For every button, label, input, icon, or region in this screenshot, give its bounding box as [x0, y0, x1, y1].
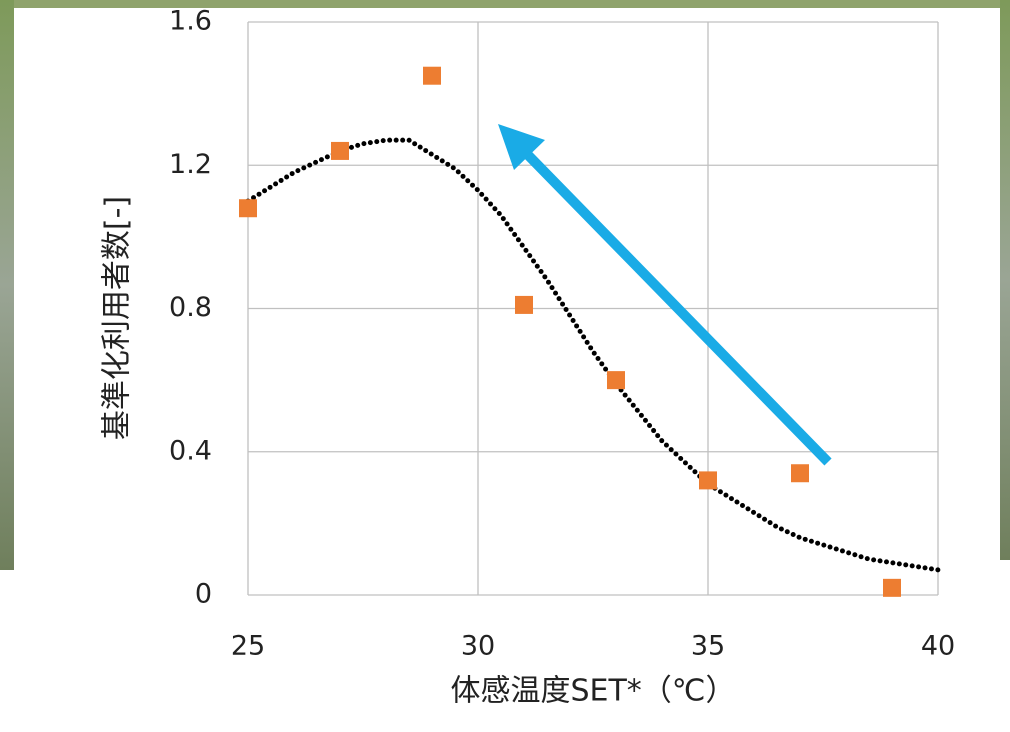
- page: 0 0.4 0.8 1.2 1.6 25 30 35 40 体感温度SET*（℃） 基準化利用者…: [0, 0, 1010, 728]
- data-point: [423, 67, 441, 85]
- x-tick-label: 35: [691, 631, 725, 662]
- background-photo: [14, 0, 1000, 8]
- data-point: [699, 471, 717, 489]
- x-tick-label: 30: [461, 631, 495, 662]
- y-tick-label: 1.2: [169, 149, 212, 180]
- data-point: [883, 579, 901, 597]
- y-tick-label: 0: [195, 579, 212, 610]
- x-tick-label: 40: [921, 631, 955, 662]
- y-tick-label: 0.4: [169, 435, 212, 466]
- data-point: [515, 296, 533, 314]
- x-axis-label: 体感温度SET*（℃）: [450, 674, 735, 709]
- data-point: [239, 199, 257, 217]
- y-axis-label: 基準化利用者数[-]: [100, 196, 135, 440]
- background-photo: [0, 0, 14, 570]
- data-point: [791, 464, 809, 482]
- data-point: [607, 371, 625, 389]
- y-tick-label: 0.8: [169, 292, 212, 323]
- y-tick-label: 1.6: [169, 6, 212, 37]
- background-photo: [1000, 0, 1010, 560]
- data-point: [331, 142, 349, 160]
- x-tick-label: 25: [231, 631, 265, 662]
- chart: 0 0.4 0.8 1.2 1.6 25 30 35 40 体感温度SET*（℃） 基準化利用者…: [0, 0, 1010, 728]
- chart-background: [14, 8, 1000, 728]
